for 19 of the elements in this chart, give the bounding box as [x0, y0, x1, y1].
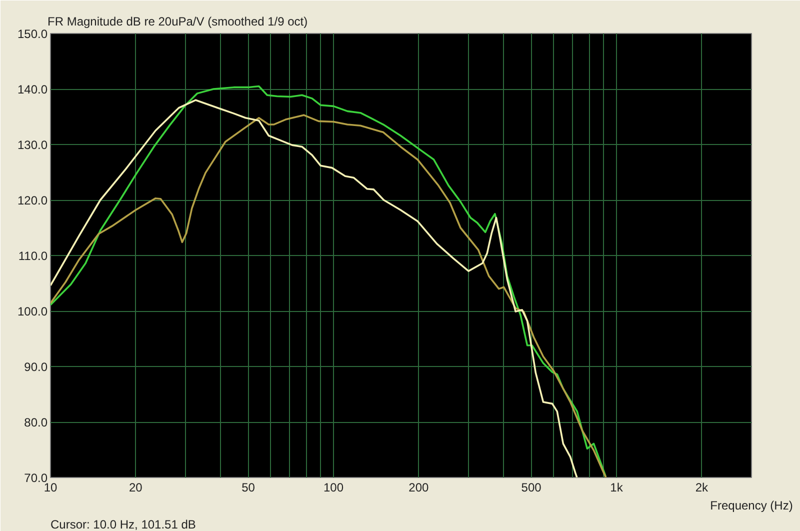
y-tick-label: 140.0 — [17, 82, 48, 96]
chart-title: FR Magnitude dB re 20uPa/V (smoothed 1/9 oct) — [48, 14, 308, 28]
x-axis-title: Frequency (Hz) — [710, 498, 793, 512]
y-tick-label: 120.0 — [17, 194, 48, 208]
y-tick-label: 150.0 — [17, 27, 48, 41]
x-tick-label: 1k — [610, 480, 624, 494]
y-tick-label: 110.0 — [18, 249, 48, 263]
x-tick-label: 20 — [129, 480, 143, 494]
x-tick-label: 10 — [44, 480, 58, 494]
x-tick-label: 100 — [323, 480, 344, 494]
text: Cursor: 10.0 Hz, 101.51 dB — [50, 518, 196, 531]
x-tick-label: 200 — [408, 480, 430, 494]
y-tick-label: 80.0 — [24, 416, 48, 430]
x-tick-label: 2k — [695, 480, 710, 494]
x-tick-label: 50 — [242, 480, 256, 494]
x-tick-label: 500 — [521, 480, 542, 494]
y-tick-label: 130.0 — [17, 138, 48, 152]
y-tick-label: 100.0 — [17, 304, 48, 318]
y-tick-label: 90.0 — [24, 360, 48, 374]
